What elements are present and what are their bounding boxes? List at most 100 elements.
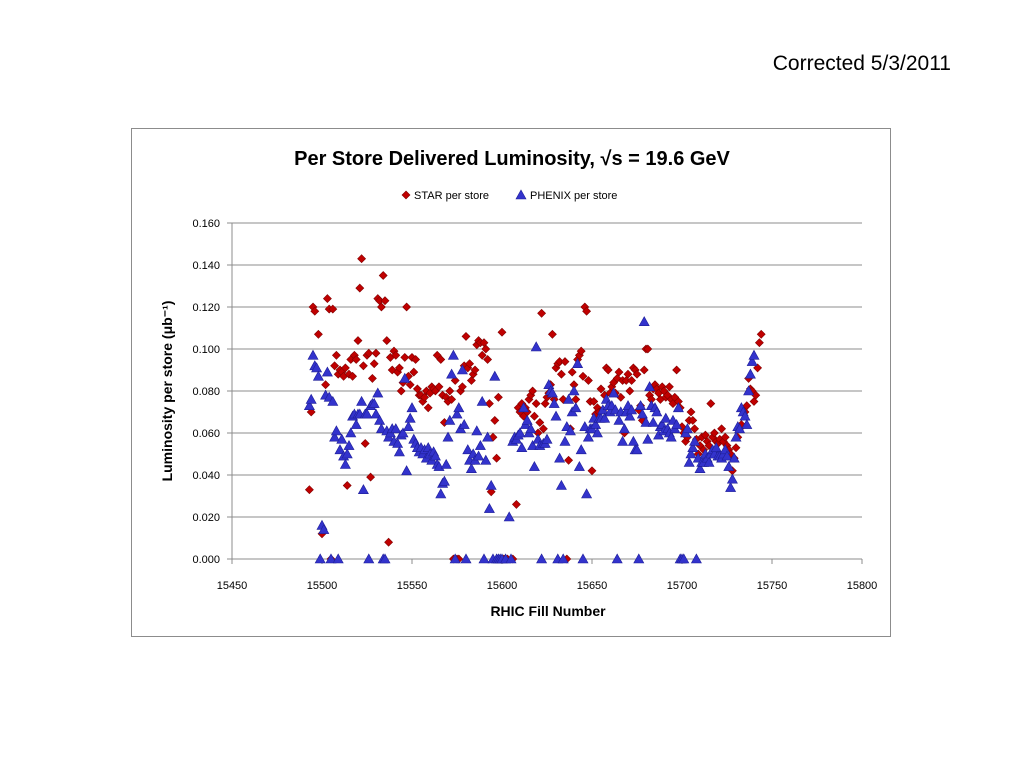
phenix-point: [341, 448, 353, 459]
phenix-point: [687, 442, 699, 453]
phenix-point: [725, 481, 737, 492]
phenix-point: [528, 460, 540, 471]
legend-phenix-label: PHENIX per store: [530, 190, 617, 202]
star-point: [405, 380, 415, 390]
phenix-point: [451, 408, 463, 419]
phenix-point: [363, 553, 375, 564]
star-point: [342, 481, 352, 490]
star-point: [614, 367, 624, 377]
phenix-point: [638, 316, 650, 326]
phenix-point: [370, 408, 382, 419]
star-point: [328, 304, 338, 314]
star-point: [731, 443, 741, 453]
phenix-point: [557, 553, 569, 564]
phenix-point: [485, 479, 497, 490]
phenix-point: [554, 452, 566, 463]
star-point: [497, 327, 507, 337]
y-tick-label: 0.040: [192, 470, 220, 482]
star-point: [672, 365, 682, 375]
phenix-point: [726, 473, 738, 484]
phenix-point: [449, 553, 461, 564]
phenix-point: [440, 458, 452, 469]
star-point: [382, 336, 392, 346]
chart-panel: Per Store Delivered Luminosity, √s = 19.…: [131, 128, 891, 637]
phenix-point: [555, 479, 567, 490]
phenix-point: [744, 368, 756, 379]
phenix-point: [748, 349, 760, 360]
star-point: [331, 350, 341, 360]
phenix-point: [397, 427, 409, 438]
star-point: [376, 302, 386, 312]
phenix-point: [374, 414, 386, 425]
star-point: [560, 357, 570, 367]
star-point: [537, 308, 547, 318]
phenix-point: [379, 553, 391, 564]
phenix-point: [730, 431, 742, 442]
star-point: [756, 329, 766, 339]
legend-star-label: STAR per store: [414, 190, 489, 202]
star-point: [411, 355, 421, 364]
star-point: [445, 386, 455, 396]
phenix-point: [647, 416, 659, 427]
star-point: [321, 380, 331, 390]
star-point: [625, 386, 635, 396]
phenix-point: [329, 431, 341, 442]
phenix-point: [473, 450, 485, 461]
phenix-point: [483, 502, 495, 513]
phenix-point: [559, 435, 571, 446]
phenix-point: [599, 412, 611, 423]
star-point: [547, 329, 557, 339]
phenix-point: [332, 553, 344, 564]
x-tick-label: 15650: [577, 580, 608, 592]
phenix-point: [325, 553, 337, 564]
y-tick-label: 0.100: [192, 344, 220, 356]
star-point: [576, 346, 586, 356]
phenix-point: [442, 431, 454, 442]
y-tick-label: 0.000: [192, 554, 220, 566]
phenix-point: [514, 427, 526, 438]
phenix-point: [618, 423, 630, 434]
phenix-point: [690, 553, 702, 564]
phenix-point: [453, 402, 465, 413]
x-axis-title: RHIC Fill Number: [490, 603, 606, 619]
star-point: [639, 365, 649, 375]
star-point: [583, 376, 593, 385]
star-point: [436, 355, 446, 364]
phenix-point: [721, 450, 733, 461]
x-tick-label: 15550: [397, 580, 428, 592]
y-tick-label: 0.020: [192, 512, 220, 524]
phenix-point: [541, 433, 553, 444]
star-point: [493, 392, 503, 402]
star-point: [688, 415, 698, 425]
x-tick-label: 15700: [667, 580, 698, 592]
phenix-point: [361, 408, 373, 419]
phenix-point: [728, 452, 740, 463]
star-point: [465, 359, 475, 369]
star-point: [529, 411, 539, 421]
x-tick-label: 15750: [757, 580, 788, 592]
phenix-point: [636, 408, 648, 419]
star-point: [511, 499, 521, 509]
phenix-point: [406, 402, 418, 413]
star-point: [409, 367, 419, 377]
phenix-point: [683, 456, 695, 467]
phenix-point: [357, 484, 369, 495]
star-point: [371, 348, 381, 358]
star-point: [367, 373, 377, 383]
star-point: [420, 392, 430, 402]
phenix-point: [305, 393, 317, 404]
star-point: [490, 415, 500, 425]
star-point: [664, 382, 674, 392]
phenix-point: [516, 442, 528, 453]
x-tick-label: 15500: [307, 580, 338, 592]
phenix-point: [746, 355, 758, 366]
phenix-point: [703, 456, 715, 467]
star-point: [627, 376, 637, 385]
phenix-point: [482, 431, 494, 442]
phenix-point: [710, 442, 722, 453]
phenix-point: [460, 553, 472, 564]
phenix-point: [505, 553, 517, 564]
phenix-point: [462, 444, 474, 455]
phenix-point: [303, 400, 315, 411]
correction-note: Corrected 5/3/2011: [772, 52, 951, 75]
